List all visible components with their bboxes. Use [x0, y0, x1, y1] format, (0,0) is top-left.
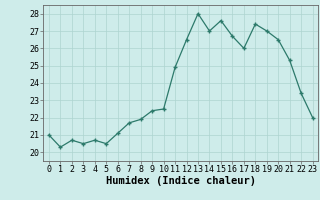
X-axis label: Humidex (Indice chaleur): Humidex (Indice chaleur) [106, 176, 256, 186]
